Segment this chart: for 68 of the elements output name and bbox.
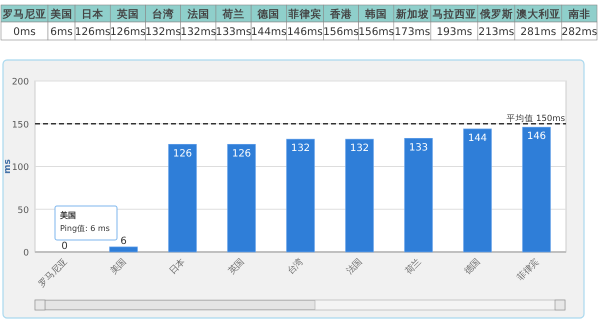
bar xyxy=(404,138,433,252)
bar xyxy=(168,144,197,252)
tooltip: 美国 Ping值: 6 ms xyxy=(54,206,118,240)
category-label: 美国 xyxy=(50,8,73,20)
text: 156ms xyxy=(358,26,394,38)
y-tick-label: 0 xyxy=(23,248,30,258)
data-label: 126 xyxy=(232,148,252,160)
bar xyxy=(109,246,138,252)
text: 6ms xyxy=(50,26,73,38)
category-label: 英国 xyxy=(116,8,139,20)
text: 132ms xyxy=(145,26,181,38)
y-tick-label: 150 xyxy=(12,120,30,130)
x-tick-label: 英国 xyxy=(226,256,247,277)
data-label: 126 xyxy=(172,148,192,160)
bar xyxy=(522,126,551,252)
x-tick-label: 菲律宾 xyxy=(514,256,542,284)
x-tick-label: 罗马尼亚 xyxy=(36,256,70,290)
bar xyxy=(345,138,374,252)
data-label: 144 xyxy=(468,132,488,144)
text: 133ms xyxy=(216,26,252,38)
text: 282ms xyxy=(562,26,598,38)
text: 126ms xyxy=(110,26,146,38)
category-label: 日本 xyxy=(82,8,105,20)
category-label: 马拉西亚 xyxy=(432,8,476,20)
category-label: 菲律宾 xyxy=(287,8,322,20)
text: 193ms xyxy=(436,26,472,38)
x-tick-label: 日本 xyxy=(167,256,188,277)
text: 132ms xyxy=(180,26,216,38)
text: 126ms xyxy=(74,26,111,38)
category-label: 南非 xyxy=(567,8,590,20)
data-label: 0 xyxy=(61,241,68,252)
y-tick-label: 200 xyxy=(12,78,30,88)
category-label: 俄罗斯 xyxy=(478,8,513,20)
text: 146ms xyxy=(286,26,323,38)
text: 0ms xyxy=(13,26,36,38)
category-label: 澳大利亚 xyxy=(515,8,560,20)
text: 281ms xyxy=(520,26,556,38)
category-label: 法国 xyxy=(186,8,210,20)
category-label: 德国 xyxy=(256,8,280,20)
text: 213ms xyxy=(478,26,514,38)
x-tick-label: 德国 xyxy=(462,256,483,277)
x-tick-label: 美国 xyxy=(108,256,129,277)
category-label: 荷兰 xyxy=(222,8,245,20)
text: 144ms xyxy=(250,26,287,38)
x-tick-label: 法国 xyxy=(344,256,365,277)
data-label: 146 xyxy=(526,131,546,142)
data-label: 132 xyxy=(290,143,310,154)
x-tick-label: 台湾 xyxy=(285,256,306,277)
data-label: 6 xyxy=(120,236,127,247)
category-label: 韩国 xyxy=(364,8,388,20)
category-label: 新加坡 xyxy=(394,8,430,20)
data-label: 132 xyxy=(350,143,370,154)
x-tick-label: 荷兰 xyxy=(403,256,424,277)
bar xyxy=(227,144,256,252)
bar xyxy=(286,138,315,252)
bar xyxy=(463,128,492,252)
category-label: 香港 xyxy=(328,8,353,20)
text: 173ms xyxy=(394,26,430,38)
y-axis-title: ms xyxy=(3,159,13,174)
category-label: 台湾 xyxy=(152,8,174,20)
ref-line-label: 平均值 150ms xyxy=(506,112,566,124)
text: 156ms xyxy=(323,26,359,38)
category-label: 罗马尼亚 xyxy=(1,8,46,20)
annotation: 美国 xyxy=(59,210,76,220)
y-tick-label: 100 xyxy=(12,163,30,173)
y-tick-label: 50 xyxy=(18,206,30,216)
data-label: 133 xyxy=(408,142,428,154)
annotation: Ping值: 6 ms xyxy=(60,224,110,233)
